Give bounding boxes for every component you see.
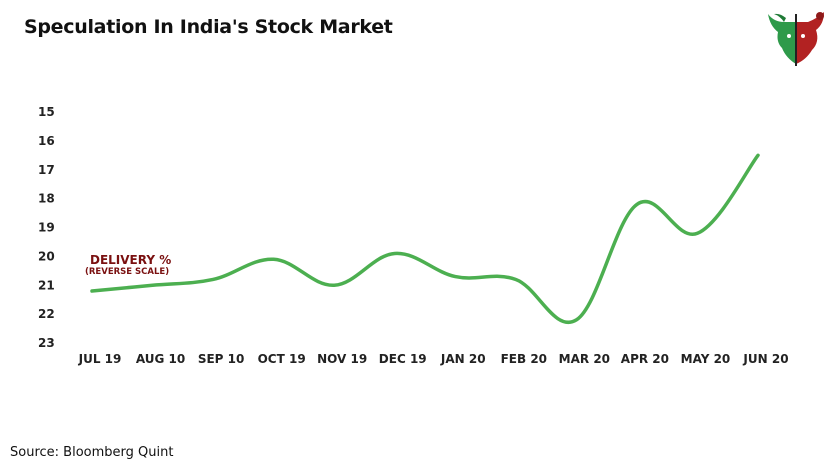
x-tick-label: SEP 10 [198, 352, 245, 366]
annotation-label: DELIVERY % [90, 253, 171, 267]
x-tick-label: AUG 10 [136, 352, 185, 366]
bull-bear-logo-icon [762, 8, 830, 68]
y-axis-ticks: 15 16 17 18 19 20 21 22 23 [38, 105, 55, 350]
x-tick-label: DEC 19 [379, 352, 427, 366]
x-tick-label: FEB 20 [501, 352, 547, 366]
x-tick-label: NOV 19 [317, 352, 367, 366]
x-tick-label: MAR 20 [559, 352, 610, 366]
y-tick-label: 19 [38, 221, 55, 235]
y-tick-label: 21 [38, 278, 55, 292]
y-tick-label: 16 [38, 134, 55, 148]
y-tick-label: 17 [38, 163, 55, 177]
y-tick-label: 20 [38, 249, 55, 263]
x-tick-label: MAY 20 [681, 352, 731, 366]
x-axis-ticks: JUL 19 AUG 10 SEP 10 OCT 19 NOV 19 DEC 19 JAN … [78, 352, 789, 366]
y-tick-label: 22 [38, 307, 55, 321]
y-tick-label: 15 [38, 105, 55, 119]
y-tick-label: 18 [38, 192, 55, 206]
x-tick-label: OCT 19 [258, 352, 306, 366]
source-note: Source: Bloomberg Quint [10, 445, 174, 460]
series-line-delivery [90, 153, 760, 325]
x-tick-label: JAN 20 [440, 352, 486, 366]
chart-title: Speculation In India's Stock Market [24, 16, 393, 38]
y-tick-label: 23 [38, 336, 55, 350]
annotation-sublabel: (REVERSE SCALE) [85, 267, 169, 277]
x-tick-label: APR 20 [621, 352, 669, 366]
x-tick-label: JUL 19 [78, 352, 122, 366]
x-tick-label: JUN 20 [742, 352, 788, 366]
